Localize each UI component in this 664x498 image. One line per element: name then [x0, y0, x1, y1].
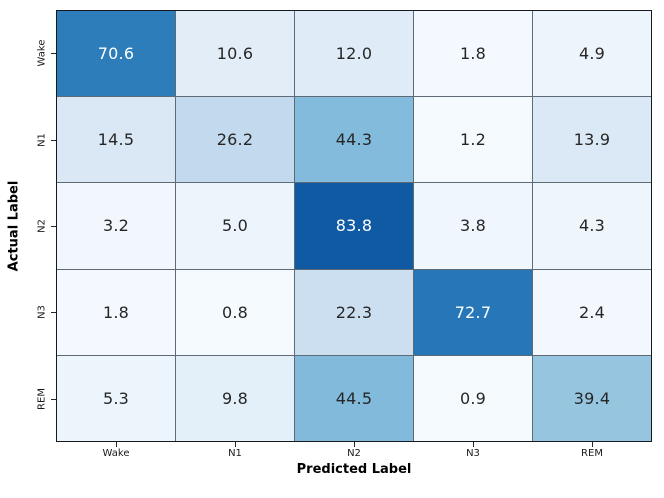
heatmap-cell: 44.5: [295, 355, 413, 441]
y-tick-label-n1: N1: [36, 133, 48, 147]
heatmap-cell: 14.5: [57, 97, 175, 183]
y-axis-tick: [51, 399, 56, 401]
x-axis-label: Predicted Label: [296, 462, 412, 477]
y-axis-tick: [51, 226, 56, 228]
heatmap-cell: 3.2: [57, 183, 175, 269]
x-axis-tick: [235, 442, 237, 447]
heatmap-cell: 1.2: [414, 97, 532, 183]
heatmap-cell: 22.3: [295, 269, 413, 355]
heatmap-cell: 3.8: [414, 183, 532, 269]
x-tick-label-rem: REM: [581, 448, 603, 459]
x-axis-tick: [473, 442, 475, 447]
y-tick-label-n3: N3: [36, 305, 48, 319]
y-tick-label-wake: Wake: [36, 39, 48, 67]
heatmap-cell: 5.3: [57, 355, 175, 441]
heatmap-cell: 26.2: [176, 97, 294, 183]
x-tick-label-n1: N1: [228, 448, 242, 459]
heatmap-cell: 83.8: [295, 183, 413, 269]
x-tick-label-n2: N2: [347, 448, 361, 459]
x-axis-tick: [592, 442, 594, 447]
heatmap-cell: 4.3: [533, 183, 651, 269]
heatmap-cell: 12.0: [295, 11, 413, 97]
y-tick-label-rem: REM: [36, 388, 48, 410]
heatmap-cell: 39.4: [533, 355, 651, 441]
y-axis-label: Actual Label: [6, 180, 22, 272]
y-axis-tick: [51, 140, 56, 142]
heatmap-cell: 10.6: [176, 11, 294, 97]
heatmap-cell: 44.3: [295, 97, 413, 183]
heatmap-plot: 70.6 10.6 12.0 1.8 4.9 14.5 26.2 44.3 1.…: [56, 10, 652, 442]
y-tick-label-n2: N2: [36, 219, 48, 233]
heatmap-cell: 0.9: [414, 355, 532, 441]
y-axis-tick: [51, 312, 56, 314]
heatmap-cell: 5.0: [176, 183, 294, 269]
heatmap-cell: 2.4: [533, 269, 651, 355]
x-tick-label-n3: N3: [466, 448, 480, 459]
x-axis-tick: [116, 442, 118, 447]
heatmap-cell: 13.9: [533, 97, 651, 183]
y-axis-tick: [51, 53, 56, 55]
x-tick-label-wake: Wake: [102, 448, 130, 459]
heatmap-cell: 0.8: [176, 269, 294, 355]
heatmap-cell: 9.8: [176, 355, 294, 441]
heatmap-cell: 4.9: [533, 11, 651, 97]
heatmap-cell: 72.7: [414, 269, 532, 355]
heatmap-cell: 1.8: [414, 11, 532, 97]
x-axis-tick: [354, 442, 356, 447]
heatmap-cell: 1.8: [57, 269, 175, 355]
heatmap-cell: 70.6: [57, 11, 175, 97]
